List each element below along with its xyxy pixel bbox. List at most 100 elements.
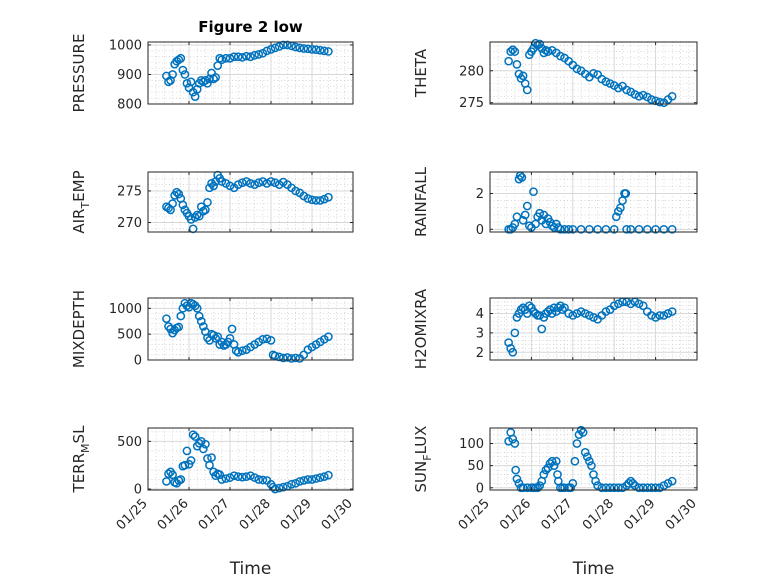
data-point [510, 47, 520, 56]
data-point [266, 45, 276, 54]
data-point [585, 456, 594, 466]
axes-frame [489, 41, 698, 105]
data-point [278, 482, 288, 492]
data-point [531, 38, 540, 48]
data-point [168, 470, 177, 480]
data-point [667, 476, 677, 486]
data-point [258, 475, 268, 485]
x-tick-label: 01/28 [580, 496, 617, 533]
data-point [578, 428, 588, 437]
data-point [225, 473, 235, 482]
data-point [270, 178, 280, 188]
data-point [529, 187, 538, 197]
data-point [522, 201, 532, 211]
data-point [233, 472, 243, 481]
subplot-2: 270 275 AIRTEMP [70, 170, 354, 234]
y-tick-label: 500 [117, 328, 142, 343]
data-point [242, 472, 251, 481]
data-point [659, 481, 669, 490]
data-point [556, 51, 565, 61]
data-point [246, 52, 255, 62]
data-point [233, 52, 243, 62]
data-point [576, 307, 586, 316]
data-point [209, 74, 218, 84]
y-tick-label: 500 [117, 435, 142, 450]
axes-frame [147, 427, 354, 491]
data-point [568, 479, 578, 488]
data-point [287, 354, 296, 363]
data-point [663, 479, 673, 488]
data-point [258, 177, 268, 186]
data-point [601, 307, 611, 316]
data-point [622, 224, 631, 234]
data-point [174, 322, 184, 332]
data-point [508, 434, 518, 444]
data-point [593, 224, 602, 234]
y-axis-label: PRESSURE [70, 34, 88, 113]
data-point [254, 178, 264, 188]
data-point [591, 476, 600, 486]
data-point [324, 192, 333, 202]
data-point [587, 461, 596, 470]
data-point [605, 79, 615, 88]
data-point [164, 77, 173, 87]
data-point [516, 305, 526, 314]
y-tick-label: 100 [459, 437, 484, 452]
data-point [225, 53, 235, 63]
data-point [611, 212, 621, 222]
x-tick-label: 01/28 [237, 496, 274, 533]
data-point [642, 224, 652, 234]
data-point [518, 483, 528, 493]
subplot-5: 2 3 4 H2OMIXRA [412, 288, 698, 369]
data-point [556, 224, 565, 234]
y-tick-label: 0 [134, 483, 142, 498]
data-point [663, 309, 673, 318]
data-point [512, 474, 522, 484]
data-point [634, 483, 644, 493]
data-point [268, 482, 278, 492]
data-point [237, 472, 247, 482]
data-point [180, 460, 190, 470]
data-point [242, 51, 251, 61]
y-tick-label: 3 [476, 326, 484, 341]
data-point [242, 177, 251, 186]
subplot-4: 0 500 1000 MIXDEPTH [70, 290, 354, 369]
data-point [266, 177, 276, 186]
data-point [642, 483, 652, 493]
data-point [508, 45, 518, 55]
y-tick-label: 0 [134, 354, 142, 369]
data-point [199, 322, 208, 331]
data-point [520, 210, 530, 220]
data-point [647, 95, 656, 104]
data-point [560, 483, 569, 493]
data-point [576, 425, 586, 435]
data-point [237, 346, 247, 356]
data-point [524, 301, 534, 311]
data-point [295, 43, 305, 53]
y-axis-label: SUNFLUX [412, 426, 434, 493]
data-point [558, 305, 567, 314]
data-point [203, 78, 212, 88]
data-point [174, 55, 184, 65]
y-tick-label: 275 [117, 184, 142, 199]
x-tick-label: 01/29 [621, 496, 658, 533]
x-tick-label: 01/25 [114, 496, 151, 533]
data-point [250, 180, 259, 189]
data-point [597, 483, 607, 493]
data-point [176, 311, 186, 321]
data-point [194, 311, 204, 321]
data-point [299, 350, 309, 360]
data-point [609, 483, 619, 493]
chart-title: Figure 2 low [198, 18, 303, 36]
subplot-3: 0 2 RAINFALL [412, 166, 698, 238]
data-point [299, 476, 309, 485]
y-tick-label: 280 [459, 64, 484, 79]
data-point [517, 173, 527, 182]
axes-frame [489, 171, 698, 233]
data-point [510, 328, 520, 338]
x-axis-label: Time [229, 559, 272, 579]
y-axis-label: MIXDEPTH [70, 290, 88, 368]
y-axis-label: TERRMSL [70, 425, 92, 494]
data-point [551, 456, 561, 466]
